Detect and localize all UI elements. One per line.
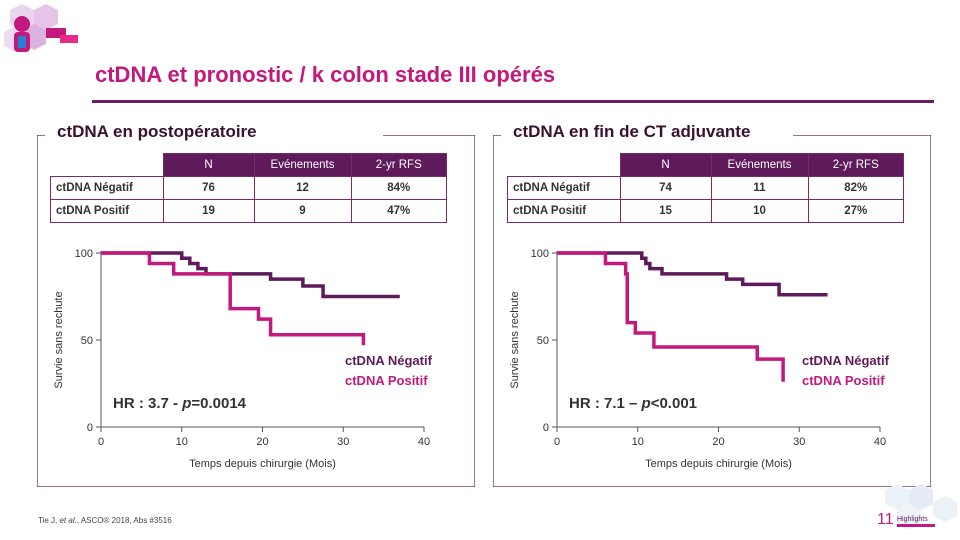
citation-prefix: Tie J, [38,516,60,525]
citation-etal: et al. [59,516,77,525]
x-tick-label: 0 [98,436,104,448]
table-row: ctDNA Négatif 74 11 82% [507,176,904,200]
logo-number: 11 [877,511,894,528]
cell-events: 12 [253,176,352,200]
table-row: ctDNA Positif 15 10 27% [507,199,904,223]
panel-title: ctDNA en fin de CT adjuvante [507,122,757,142]
col-header-rfs: 2-yr RFS [350,153,447,177]
x-tick-label: 30 [793,436,805,448]
hazard-ratio: HR : 3.7 - p=0.0014 [113,395,246,412]
citation: Tie J, et al., ASCO® 2018, Abs #3516 [38,516,172,525]
cell-rfs: 27% [807,199,904,223]
stats-table: N Evénements 2-yr RFS ctDNA Négatif 76 1… [50,153,447,223]
km-curve-negatif [101,251,400,299]
cell-n: 74 [619,176,712,200]
row-label: ctDNA Négatif [50,176,164,200]
km-chart: 0 10 20 30 40 0 50 100 Temps depuis chirurgie (M… [509,248,886,470]
row-label: ctDNA Négatif [507,176,621,200]
km-chart: 0 10 20 30 40 0 50 100 Temps depuis chirurgie (M… [53,248,430,470]
col-header-n: N [162,153,255,177]
cell-n: 76 [162,176,255,200]
logo-text: Highlights [897,516,928,523]
km-curve-positif [101,251,366,346]
panel-fin-ct-adjuvante: ctDNA en fin de CT adjuvante N Evénement… [493,122,931,487]
citation-suffix: , ASCO® 2018, Abs #3516 [76,516,172,525]
table-row: ctDNA Négatif 76 12 84% [50,176,447,200]
km-curve-positif [557,251,785,382]
legend-negatif: ctDNA Négatif [345,353,432,368]
chart-legend: ctDNA Négatif ctDNA Positif [802,351,889,391]
y-tick-label: 0 [87,422,93,434]
highlights-logo-icon: 11 Highlights [877,484,957,530]
x-tick-label: 20 [256,436,268,448]
x-tick-label: 30 [337,436,349,448]
hr-p: p [182,395,192,412]
stats-table: N Evénements 2-yr RFS ctDNA Négatif 74 1… [507,153,904,223]
hr-prefix: HR : 7.1 – [569,395,642,412]
page-title: ctDNA et pronostic / k colon stade III o… [95,62,556,87]
x-tick-label: 40 [418,436,430,448]
row-label: ctDNA Positif [50,199,164,223]
cell-n: 15 [619,199,712,223]
conference-logo-icon [4,4,78,52]
cell-events: 9 [253,199,352,223]
col-header-events: Evénements [710,153,809,177]
legend-positif: ctDNA Positif [802,373,885,388]
cell-rfs: 84% [350,176,447,200]
panel-postoperatoire: ctDNA en postopératoire N Evénements 2-y… [37,122,475,487]
x-tick-label: 10 [176,436,188,448]
legend-positif: ctDNA Positif [345,373,428,388]
y-axis-label: Survie sans rechute [53,291,65,388]
y-axis-label: Survie sans rechute [509,291,521,388]
x-axis-label: Temps depuis chirurgie (Mois) [645,458,792,470]
cell-events: 11 [710,176,809,200]
col-header-rfs: 2-yr RFS [807,153,904,177]
panel-title: ctDNA en postopératoire [51,122,263,142]
title-divider [92,100,934,103]
cell-rfs: 82% [807,176,904,200]
km-curve-negatif [557,251,828,297]
y-tick-label: 100 [531,248,549,260]
table-header-row: N Evénements 2-yr RFS [508,153,904,177]
hr-suffix: <0.001 [650,395,697,412]
table-header-row: N Evénements 2-yr RFS [51,153,447,177]
cell-events: 10 [710,199,809,223]
x-axis-label: Temps depuis chirurgie (Mois) [189,458,336,470]
x-tick-label: 40 [874,436,886,448]
x-tick-label: 0 [554,436,560,448]
row-label: ctDNA Positif [507,199,621,223]
hazard-ratio: HR : 7.1 – p<0.001 [569,395,697,412]
hr-p: p [641,395,651,412]
legend-negatif: ctDNA Négatif [802,353,889,368]
table-row: ctDNA Positif 19 9 47% [50,199,447,223]
y-tick-label: 0 [543,422,549,434]
y-tick-label: 50 [537,335,549,347]
y-tick-label: 100 [75,248,93,260]
hr-suffix: =0.0014 [191,395,246,412]
hr-prefix: HR : 3.7 - [113,395,183,412]
y-tick-label: 50 [81,335,93,347]
x-tick-label: 20 [712,436,724,448]
cell-rfs: 47% [350,199,447,223]
col-header-events: Evénements [253,153,352,177]
chart-legend: ctDNA Négatif ctDNA Positif [345,351,432,391]
x-tick-label: 10 [632,436,644,448]
